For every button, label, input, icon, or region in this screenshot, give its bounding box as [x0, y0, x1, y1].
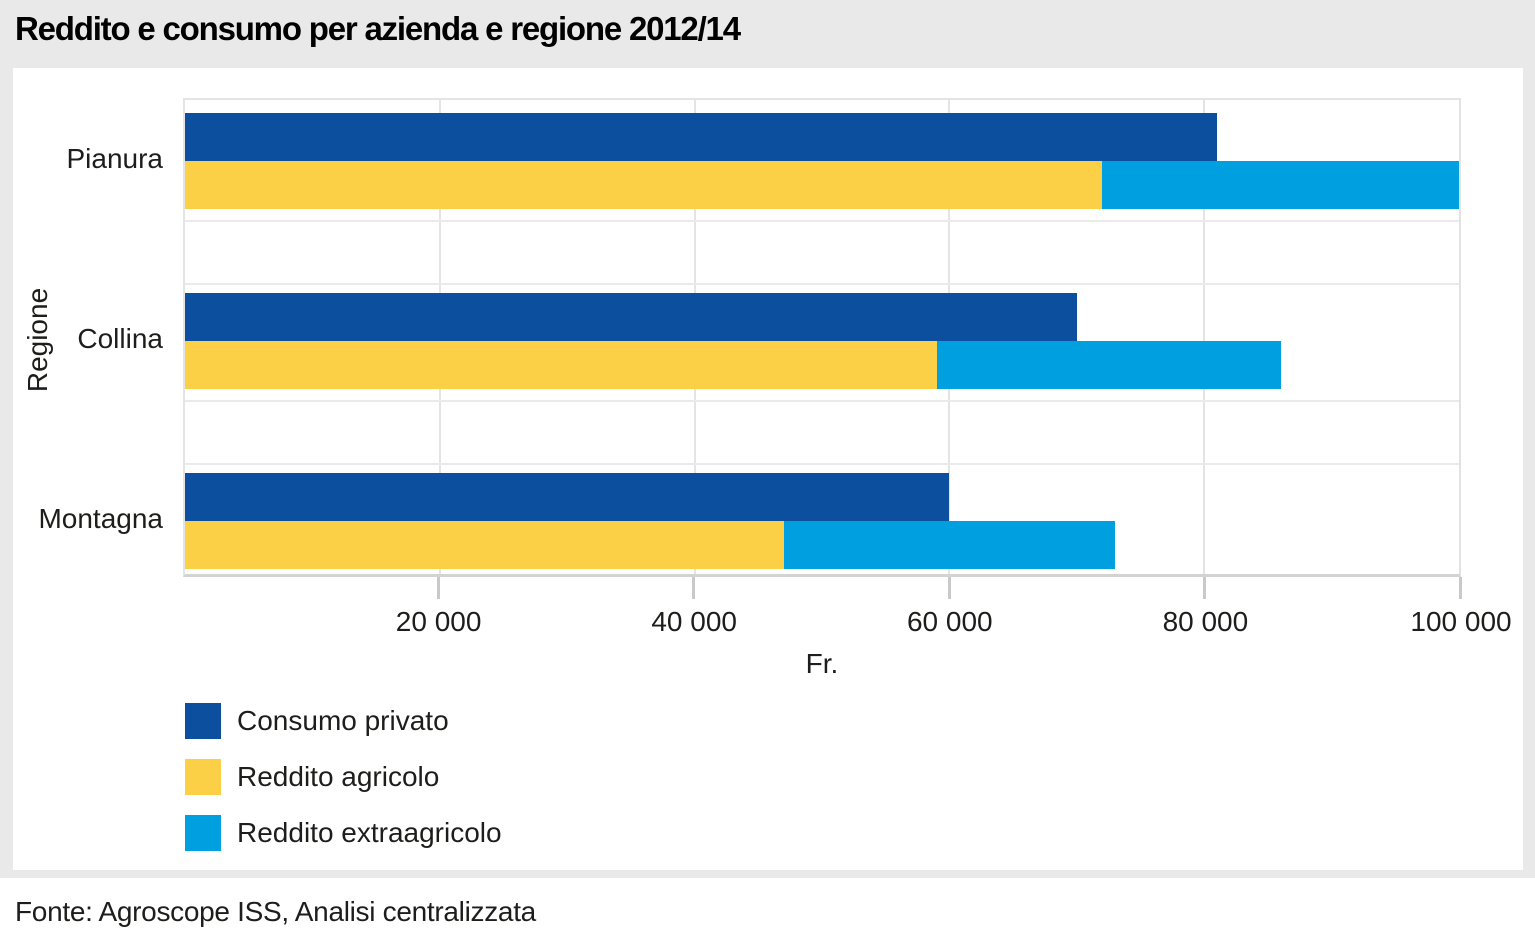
bar-group-pianura: [185, 113, 1459, 209]
bar-collina-consumo-privato: [185, 293, 1077, 341]
x-tick-label-80000: 80 000: [1162, 606, 1249, 637]
vertical-gridline-80000: [1203, 100, 1206, 574]
x-tick-20000: [436, 577, 440, 599]
legend-swatch-reddito-extraagricolo: [185, 815, 221, 851]
x-tick-60000: [947, 577, 951, 599]
bar-group-montagna: [185, 473, 1459, 569]
legend-label-reddito-extraagricolo: Reddito extraagricolo: [237, 817, 502, 848]
horizontal-gridline-0: [185, 220, 1459, 222]
x-tick-40000: [692, 577, 696, 599]
bar-pianura-reddito-agricolo: [185, 161, 1103, 209]
source-line: Fonte: Agroscope ISS, Analisi centralizz…: [15, 896, 536, 927]
bar-montagna-consumo-privato: [185, 473, 950, 521]
x-tick-label-60000: 60 000: [906, 606, 993, 637]
legend-item-reddito-agricolo: Reddito agricolo: [185, 759, 439, 795]
bar-montagna-reddito-extraagricolo: [783, 521, 1115, 569]
x-axis-tick-labels: 20 000 40 000 60 000 80 000 100 000: [183, 606, 1512, 642]
bar-pianura-reddito-extraagricolo: [1102, 161, 1459, 209]
y-axis-title: Regione: [22, 287, 53, 393]
chart-title: Reddito e consumo per azienda e regione …: [15, 10, 741, 47]
x-axis-ticks: [183, 577, 1462, 601]
plot-area: [183, 98, 1461, 577]
horizontal-gridline-3: [185, 463, 1459, 465]
x-tick-label-100000: 100 000: [1410, 606, 1512, 637]
legend-swatch-reddito-agricolo: [185, 759, 221, 795]
legend-item-consumo-privato: Consumo privato: [185, 703, 449, 739]
x-tick-80000: [1203, 577, 1207, 599]
bar-collina-reddito-agricolo: [185, 341, 937, 389]
y-axis-labels: Pianura Collina Montagna: [0, 98, 163, 577]
bar-pianura-consumo-privato: [185, 113, 1217, 161]
bar-collina-reddito-extraagricolo: [936, 341, 1281, 389]
horizontal-gridline-1: [185, 283, 1459, 285]
horizontal-gridline-2: [185, 400, 1459, 402]
legend-item-reddito-extraagricolo: Reddito extraagricolo: [185, 815, 502, 851]
x-axis-title: Fr.: [805, 648, 839, 679]
category-label-montagna: Montagna: [38, 503, 163, 534]
bar-montagna-reddito-agricolo: [185, 521, 784, 569]
category-label-pianura: Pianura: [66, 143, 163, 174]
legend-label-reddito-agricolo: Reddito agricolo: [237, 761, 440, 792]
legend-label-consumo-privato: Consumo privato: [237, 705, 449, 736]
x-tick-100000: [1459, 577, 1462, 599]
x-tick-label-20000: 20 000: [395, 606, 482, 637]
x-tick-label-40000: 40 000: [651, 606, 737, 637]
bar-group-collina: [185, 293, 1459, 389]
legend-swatch-consumo-privato: [185, 703, 221, 739]
category-label-collina: Collina: [77, 323, 163, 354]
